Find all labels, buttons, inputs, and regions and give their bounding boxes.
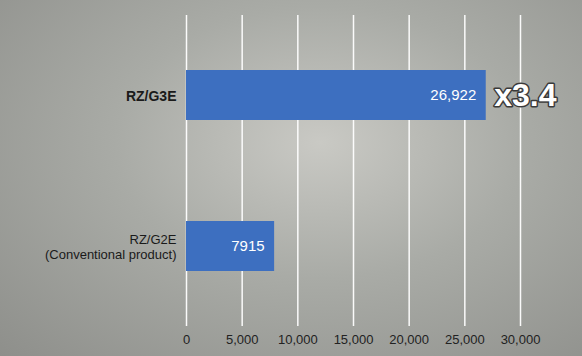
svg-text:7915: 7915 xyxy=(231,237,264,254)
svg-text:RZ/G3E: RZ/G3E xyxy=(126,88,177,104)
svg-text:30,000: 30,000 xyxy=(501,332,541,347)
svg-text:20,000: 20,000 xyxy=(389,332,429,347)
svg-text:26,922: 26,922 xyxy=(430,86,476,103)
svg-text:10,000: 10,000 xyxy=(278,332,318,347)
svg-text:RZ/G2E(Conventional product): RZ/G2E(Conventional product) xyxy=(45,232,177,262)
svg-text:x3.4: x3.4 xyxy=(494,77,556,113)
svg-text:15,000: 15,000 xyxy=(334,332,374,347)
svg-text:5,000: 5,000 xyxy=(226,332,259,347)
svg-text:25,000: 25,000 xyxy=(445,332,485,347)
svg-text:0: 0 xyxy=(183,332,190,347)
